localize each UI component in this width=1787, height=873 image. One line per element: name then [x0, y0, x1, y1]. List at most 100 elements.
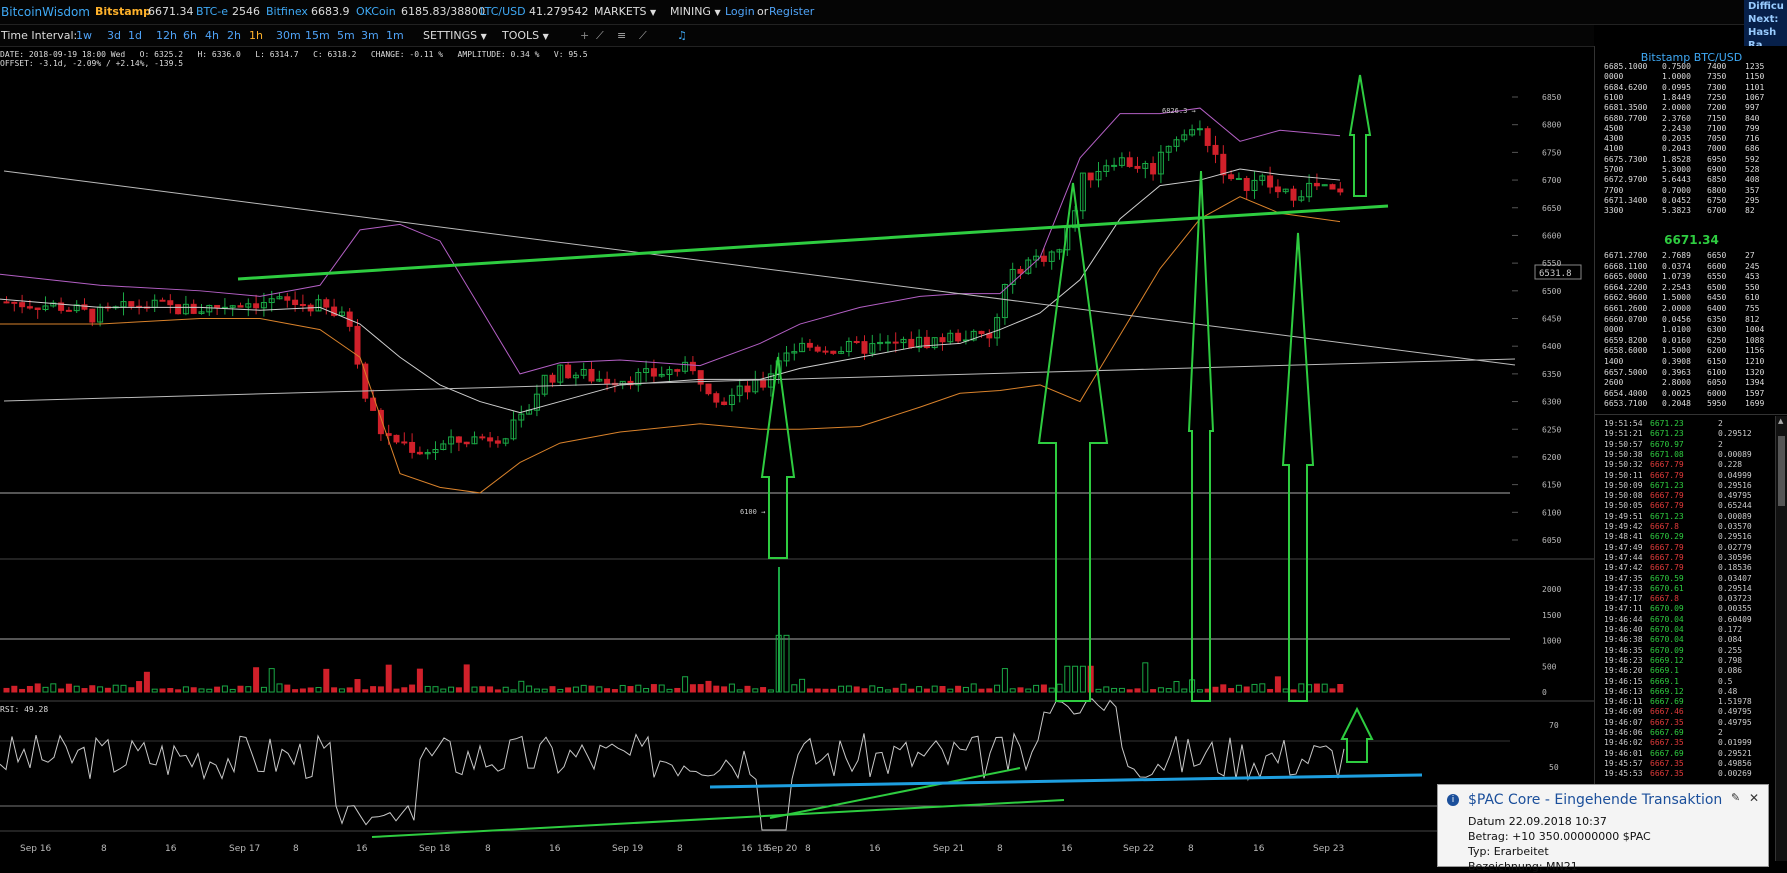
volume-bar — [744, 685, 751, 693]
ticker-btce-price: 2546 — [232, 5, 260, 18]
volume-bar — [752, 688, 759, 693]
candle-body — [3, 301, 10, 304]
interval-6h[interactable]: 6h — [183, 29, 197, 42]
green-rsi-trend — [769, 767, 1021, 819]
brand-logo[interactable]: BitcoinWisdom — [1, 5, 90, 19]
candle-body — [338, 311, 345, 316]
price-tick-label: 6450 — [1542, 315, 1561, 324]
ticker-btce[interactable]: BTC-e — [196, 5, 229, 18]
bid-row: 0000 1.0100 6300 1004 — [1604, 325, 1765, 335]
bid-row: 6654.4000 0.0025 6000 1597 — [1604, 388, 1765, 398]
x-axis-label: 16 — [165, 844, 177, 854]
tools-menu[interactable]: TOOLS ▼ — [502, 29, 549, 42]
candle-body — [1165, 145, 1172, 153]
ask-row: 6685.1000 0.7500 7400 1235 — [1604, 62, 1765, 71]
trade-row: 19:50:38 6671.08 0.00089 — [1604, 449, 1752, 459]
volume-bar — [908, 688, 915, 693]
last-price: 6671.34 — [1664, 233, 1719, 247]
interval-4h[interactable]: 4h — [205, 29, 219, 42]
volume-bar — [986, 688, 993, 693]
volume-bar — [705, 680, 712, 693]
scroll-up-icon[interactable]: ▲ — [1778, 417, 1784, 425]
ticker-ltcusd[interactable]: LTC/USD — [480, 5, 526, 18]
ask-row: 6672.9700 5.6443 6850 408 — [1604, 175, 1760, 185]
candle-body — [190, 303, 197, 314]
trade-row: 19:50:05 6667.79 0.65244 — [1604, 501, 1752, 511]
interval-30m[interactable]: 30m — [276, 29, 301, 42]
interval-1m[interactable]: 1m — [386, 29, 404, 42]
green-arrow-up — [760, 356, 796, 559]
transaction-notification[interactable]: i $PAC Core - Eingehende Transaktion ✎ ✕… — [1437, 784, 1769, 873]
volume-bar — [791, 684, 798, 693]
volume-bar — [994, 684, 1001, 693]
mining-menu[interactable]: MINING ▼ — [670, 5, 721, 18]
bell-icon[interactable]: ♫ — [677, 29, 687, 42]
orderbook-title[interactable]: Bitstamp BTC/USD — [1640, 51, 1743, 64]
price-tick-label: 6600 — [1542, 231, 1561, 240]
volume-bar — [1048, 687, 1055, 693]
candle-body — [19, 302, 26, 308]
ask-row: 6671.3400 0.0452 6750 295 — [1604, 195, 1760, 205]
difficulty-panel[interactable]: Difficu Next: Hash Ra — [1744, 0, 1787, 51]
hlines-tool-icon[interactable]: ≡ — [617, 29, 627, 42]
candle-body — [1313, 182, 1320, 187]
volume-bar — [1001, 668, 1008, 693]
volume-bar — [783, 634, 790, 693]
volume-bar — [1009, 688, 1016, 693]
candle-body — [1001, 284, 1008, 319]
interval-1d[interactable]: 1d — [128, 29, 142, 42]
rsi-tick-label: 50 — [1549, 763, 1559, 772]
candle-body — [572, 374, 579, 379]
volume-bar — [1212, 686, 1219, 693]
candle-body — [401, 441, 408, 444]
volume-bar — [393, 688, 400, 693]
settings-menu[interactable]: SETTINGS ▼ — [423, 29, 487, 42]
markets-menu[interactable]: MARKETS ▼ — [594, 5, 657, 18]
interval-12h[interactable]: 12h — [156, 29, 177, 42]
candle-body — [1243, 178, 1250, 191]
trade-row: 19:46:01 6667.69 0.29521 — [1604, 748, 1752, 758]
candle-body — [931, 337, 938, 349]
candle-body — [713, 393, 720, 403]
scroll-thumb[interactable] — [1778, 436, 1785, 506]
candle-body — [1111, 164, 1118, 167]
register-link[interactable]: Register — [769, 5, 815, 18]
rsi-tick-label: 70 — [1549, 721, 1559, 730]
bid-row: 6671.2700 2.7689 6650 27 — [1604, 251, 1755, 260]
candle-body — [167, 300, 174, 306]
line-tool-icon[interactable]: ⟋ — [596, 29, 604, 42]
pin-icon[interactable]: ✎ — [1731, 791, 1741, 804]
ask-row: 6681.3500 2.0000 7200 997 — [1604, 103, 1760, 113]
candle-body — [744, 385, 751, 393]
candle-body — [947, 332, 954, 343]
ask-row: 6684.6200 0.0995 7300 1101 — [1604, 82, 1765, 92]
candle-body — [1274, 186, 1281, 193]
ticker-okcoin[interactable]: OKCoin — [356, 5, 396, 18]
candle-body — [1251, 179, 1258, 191]
crosshair-icon[interactable]: + — [580, 29, 590, 42]
candle-body — [1150, 163, 1157, 175]
login-link[interactable]: Login — [725, 5, 755, 18]
trades-scrollbar[interactable]: ▲ — [1775, 416, 1787, 861]
volume-bar — [104, 687, 111, 693]
volume-bar — [900, 683, 907, 693]
ticker-bitfinex[interactable]: Bitfinex — [266, 5, 308, 18]
next-label: Next: — [1748, 14, 1779, 25]
candle-body — [814, 346, 821, 352]
interval-1w[interactable]: 1w — [76, 29, 92, 42]
interval-3d[interactable]: 3d — [107, 29, 121, 42]
interval-3m[interactable]: 3m — [361, 29, 379, 42]
interval-1h[interactable]: 1h — [249, 29, 263, 42]
volume-bar — [572, 686, 579, 693]
ticker-bitstamp[interactable]: Bitstamp — [95, 5, 151, 18]
volume-bar — [385, 664, 392, 693]
interval-15m[interactable]: 15m — [305, 29, 330, 42]
volume-bar — [362, 689, 369, 693]
blue-rsi-trend — [709, 773, 1423, 789]
interval-2h[interactable]: 2h — [227, 29, 241, 42]
close-icon[interactable]: ✕ — [1749, 791, 1760, 805]
fib-tool-icon[interactable]: ⟋ — [639, 29, 647, 42]
price-chart[interactable]: 6826.3 → 6100 → 6531.8 6850 6800 6750 6700 665… — [0, 0, 1594, 865]
interval-5m[interactable]: 5m — [337, 29, 355, 42]
candle-body — [1298, 196, 1305, 201]
